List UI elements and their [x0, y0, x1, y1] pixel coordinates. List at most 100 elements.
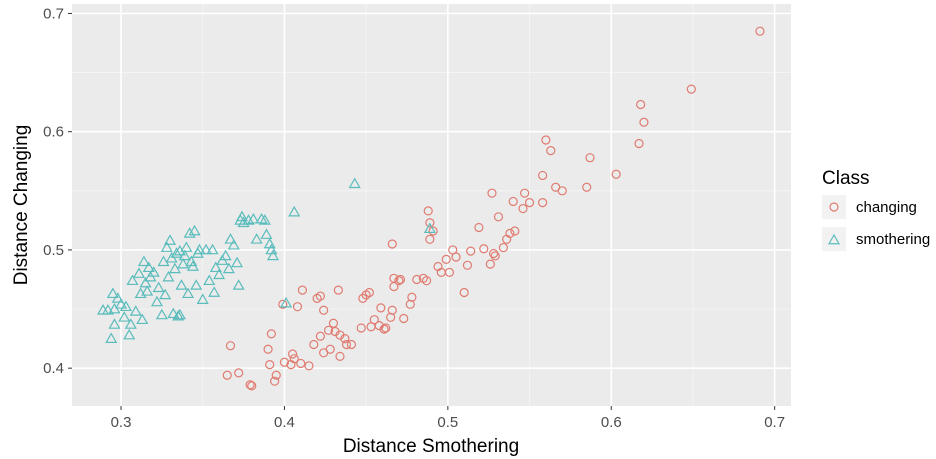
x-tick-label: 0.4 — [274, 414, 295, 431]
changing-point — [288, 349, 298, 359]
changing-point — [518, 203, 528, 214]
changing-point — [585, 153, 595, 163]
changing-point — [557, 186, 567, 196]
smothering-point — [196, 293, 209, 304]
changing-point — [755, 26, 765, 36]
changing-point — [247, 381, 257, 391]
changing-point — [493, 212, 504, 222]
changing-point — [407, 292, 417, 302]
smothering-point — [173, 308, 186, 320]
smothering-point — [111, 292, 124, 303]
smothering-point — [141, 285, 154, 296]
smothering-point — [137, 255, 150, 267]
changing-point — [412, 274, 422, 285]
changing-point — [263, 344, 273, 354]
smothering-point — [258, 214, 271, 225]
smothering-point — [157, 255, 170, 267]
smothering-point — [105, 332, 118, 343]
changing-point — [387, 239, 397, 249]
smothering-point — [232, 279, 245, 290]
smothering-point — [247, 212, 260, 224]
changing-point — [399, 313, 409, 324]
smothering-point — [142, 261, 155, 273]
changing-point — [686, 84, 696, 94]
changing-point — [394, 276, 404, 286]
legend-key-changing — [829, 202, 839, 212]
smothering-point — [126, 274, 139, 286]
smothering-point — [175, 279, 188, 290]
changing-point — [487, 188, 497, 198]
smothering-point — [222, 262, 235, 274]
x-tick-label: 0.3 — [111, 414, 132, 431]
minor-gridlines — [72, 4, 791, 406]
changing-point — [395, 274, 406, 285]
x-tick-label: 0.5 — [437, 414, 458, 431]
changing-point — [346, 339, 357, 350]
changing-point — [279, 357, 290, 367]
changing-point — [485, 259, 495, 269]
smothering-point — [183, 227, 196, 238]
changing-point — [425, 234, 435, 244]
changing-point — [270, 376, 280, 386]
y-tick-label: 0.6 — [43, 124, 64, 141]
changing-point — [505, 228, 515, 238]
smothering-point — [181, 287, 195, 299]
changing-point — [538, 170, 548, 181]
smothering-point — [227, 238, 240, 250]
smothering-point — [260, 228, 273, 239]
changing-point — [405, 299, 415, 309]
smothering-point — [208, 286, 221, 297]
changing-point — [387, 305, 397, 315]
smothering-point — [180, 241, 193, 252]
changing-point — [266, 329, 276, 339]
smothering-point — [203, 274, 216, 286]
plot-panel — [72, 4, 791, 406]
smothering-point — [178, 249, 191, 261]
legend-key-background — [822, 195, 846, 219]
changing-point — [369, 315, 379, 325]
smothering-point — [209, 261, 222, 273]
smothering-point — [124, 318, 137, 329]
smothering-point — [139, 276, 152, 288]
x-tick-label: 0.7 — [764, 414, 785, 431]
smothering-point — [280, 296, 293, 308]
changing-point — [538, 198, 548, 208]
smothering-point — [123, 328, 136, 340]
smothering-point — [101, 304, 114, 315]
smothering-point — [136, 313, 149, 325]
smothering-point — [114, 298, 128, 309]
changing-point — [325, 344, 335, 354]
changing-point — [423, 206, 433, 216]
changing-point — [292, 302, 303, 312]
changing-point — [225, 341, 236, 351]
smothering-point — [155, 308, 168, 320]
smothering-point — [106, 287, 119, 299]
smothering-point — [129, 305, 142, 316]
changing-point — [278, 299, 288, 309]
changing-point — [459, 287, 469, 298]
changing-point — [389, 273, 399, 283]
smothering-point — [219, 249, 232, 261]
changing-point — [444, 267, 455, 277]
changing-point — [289, 354, 299, 364]
changing-point — [304, 361, 314, 371]
changing-point — [376, 303, 386, 313]
changing-point — [315, 291, 325, 301]
smothering-point — [237, 216, 250, 228]
smothering-point — [288, 205, 301, 217]
smothering-point — [186, 260, 199, 271]
legend-title: Class — [822, 168, 870, 189]
smothering-point — [108, 318, 121, 329]
legend-label-smothering: smothering — [856, 231, 930, 248]
changing-point — [479, 244, 489, 254]
changing-point — [297, 285, 308, 295]
changing-point — [315, 331, 325, 341]
smothering-point — [160, 241, 173, 252]
changing-point — [333, 285, 343, 295]
changing-point — [309, 339, 319, 350]
y-axis-ticks: 0.4 0.5 0.6 0.7 — [43, 5, 72, 377]
changing-point — [488, 248, 499, 259]
x-axis-ticks: 0.3 0.4 0.5 0.6 0.7 — [111, 406, 785, 431]
changing-point — [265, 360, 275, 370]
x-tick-label: 0.6 — [601, 414, 622, 431]
